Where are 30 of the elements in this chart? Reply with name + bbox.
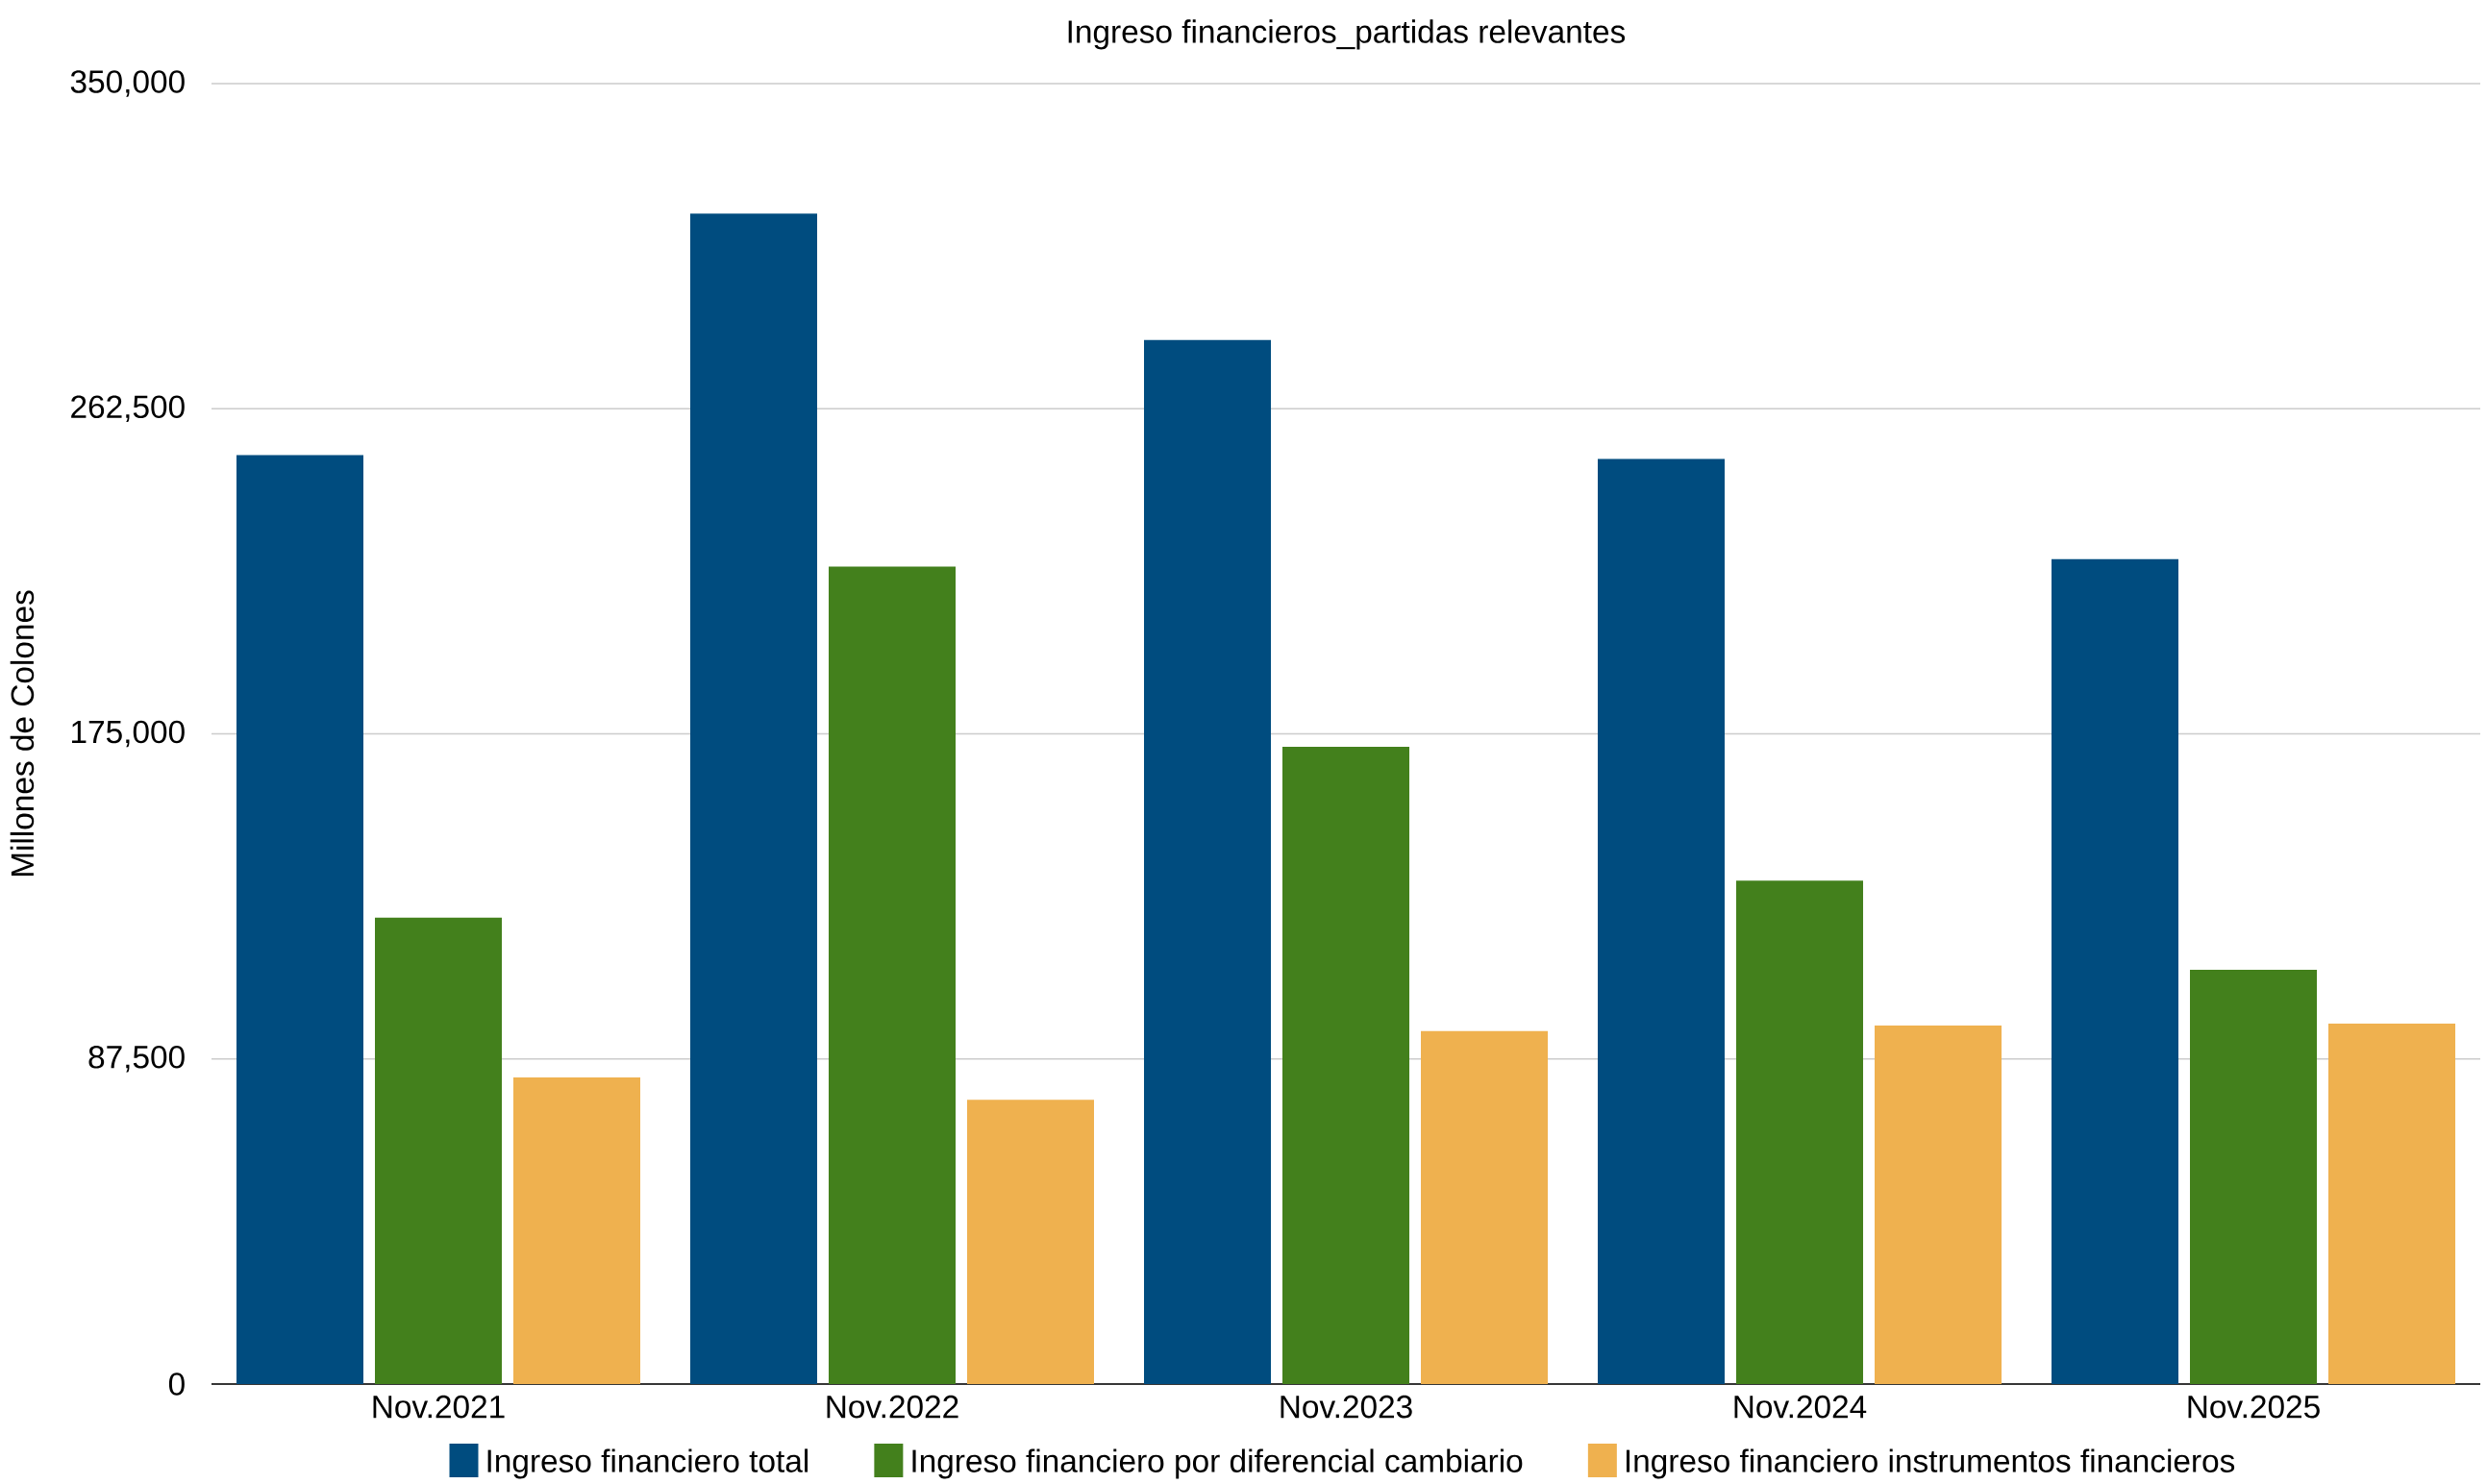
y-tick-label: 350,000 bbox=[70, 70, 185, 97]
chart-title: Ingreso financieros_partidas relevantes bbox=[1068, 19, 1626, 50]
bar bbox=[2328, 1024, 2456, 1385]
bar bbox=[375, 917, 503, 1385]
x-tick-label: Nov.2024 bbox=[1734, 1395, 1867, 1419]
bar bbox=[967, 1100, 1094, 1385]
bar bbox=[1598, 458, 1725, 1385]
legend-label: Ingreso financiero total bbox=[487, 1448, 808, 1479]
legend-label: Ingreso financiero por diferencial cambiario bbox=[912, 1448, 1523, 1479]
y-axis-title: Millones de Colones bbox=[10, 590, 35, 877]
bar bbox=[1282, 747, 1409, 1385]
bar bbox=[2052, 558, 2179, 1385]
x-tick-label: Nov.2021 bbox=[373, 1395, 505, 1419]
y-tick-label: 0 bbox=[168, 1373, 185, 1396]
bar bbox=[513, 1077, 641, 1385]
y-tick-label: 262,500 bbox=[71, 395, 185, 423]
bar bbox=[236, 455, 363, 1385]
legend-label: Ingreso financiero instrumentos financieros bbox=[1626, 1448, 2235, 1479]
y-tick-label: 175,000 bbox=[72, 720, 185, 748]
bar bbox=[1144, 339, 1272, 1385]
x-tick-label: Nov.2023 bbox=[1281, 1395, 1412, 1419]
x-tick-label: Nov.2022 bbox=[827, 1395, 958, 1419]
bar bbox=[829, 566, 957, 1385]
y-tick-label: 87,500 bbox=[88, 1045, 185, 1073]
bar bbox=[1421, 1030, 1549, 1385]
x-tick-label: Nov.2025 bbox=[2188, 1395, 2320, 1419]
bar bbox=[1875, 1025, 2002, 1385]
bar bbox=[2190, 969, 2318, 1385]
bar bbox=[1736, 880, 1864, 1385]
bar bbox=[690, 213, 818, 1385]
